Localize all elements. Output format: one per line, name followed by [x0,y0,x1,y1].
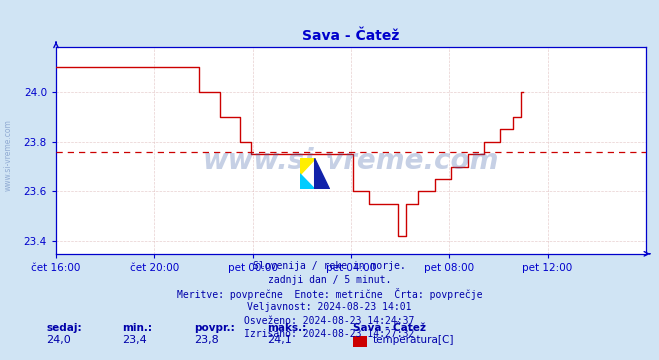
Polygon shape [300,174,315,189]
Title: Sava - Čatež: Sava - Čatež [302,29,399,43]
Polygon shape [315,158,330,189]
Polygon shape [300,158,315,174]
Text: 23,4: 23,4 [122,335,147,345]
Text: maks.:: maks.: [267,323,306,333]
Text: Meritve: povprečne  Enote: metrične  Črta: povprečje: Meritve: povprečne Enote: metrične Črta:… [177,288,482,300]
Text: 23,8: 23,8 [194,335,219,345]
Text: povpr.:: povpr.: [194,323,235,333]
Text: www.si-vreme.com: www.si-vreme.com [203,147,499,175]
Text: Sava - Čatež: Sava - Čatež [353,323,426,333]
Text: Osveženo: 2024-08-23 14:24:37: Osveženo: 2024-08-23 14:24:37 [244,316,415,326]
Text: 24,1: 24,1 [267,335,292,345]
Text: min.:: min.: [122,323,152,333]
Text: zadnji dan / 5 minut.: zadnji dan / 5 minut. [268,275,391,285]
Text: Veljavnost: 2024-08-23 14:01: Veljavnost: 2024-08-23 14:01 [247,302,412,312]
Text: Slovenija / reke in morje.: Slovenija / reke in morje. [253,261,406,271]
Text: temperatura[C]: temperatura[C] [372,335,454,345]
Text: Izrisano: 2024-08-23 14:27:32: Izrisano: 2024-08-23 14:27:32 [244,329,415,339]
Text: www.si-vreme.com: www.si-vreme.com [4,119,13,191]
Text: 24,0: 24,0 [46,335,71,345]
Text: sedaj:: sedaj: [46,323,82,333]
